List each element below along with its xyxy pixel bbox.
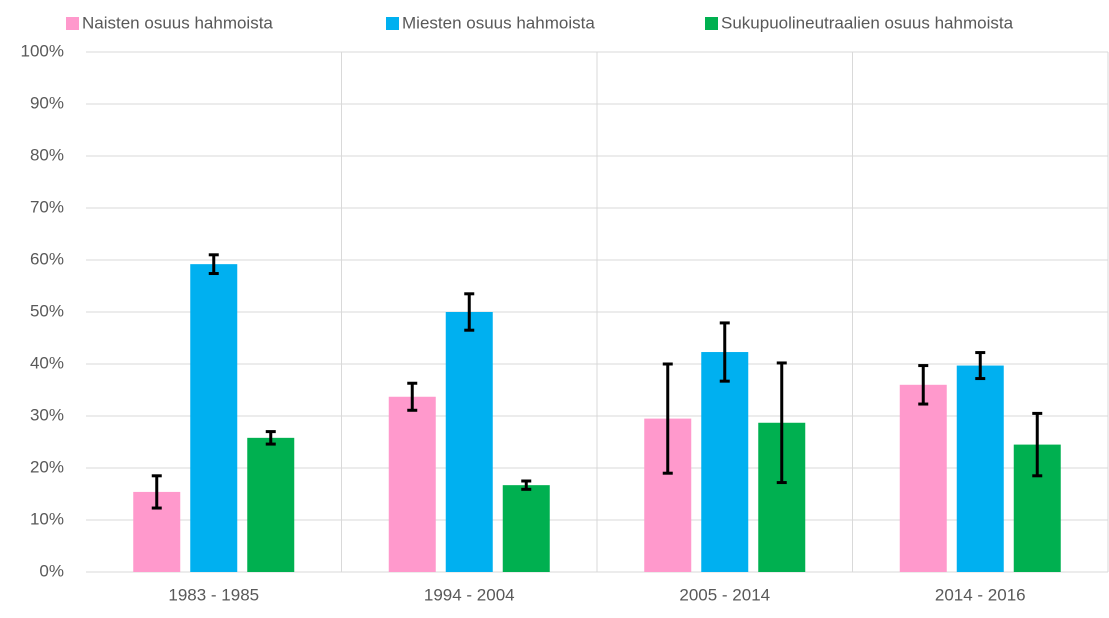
- bar: [247, 437, 295, 572]
- x-tick-label: 2005 - 2014: [679, 585, 770, 604]
- y-tick-label: 70%: [30, 197, 64, 216]
- y-tick-label: 10%: [30, 509, 64, 528]
- x-tick-label: 1994 - 2004: [424, 585, 515, 604]
- error-bar: [776, 361, 787, 485]
- y-tick-label: 80%: [30, 145, 64, 164]
- legend-swatch: [66, 17, 79, 30]
- y-tick-label: 0%: [39, 561, 64, 580]
- y-tick-label: 100%: [21, 41, 64, 60]
- error-bar: [208, 253, 219, 276]
- bar: [190, 264, 238, 572]
- legend-swatch: [386, 17, 399, 30]
- bar: [956, 365, 1004, 572]
- y-tick-label: 30%: [30, 405, 64, 424]
- error-bar: [662, 362, 673, 475]
- legend-label: Naisten osuus hahmoista: [82, 13, 273, 32]
- y-tick-label: 20%: [30, 457, 64, 476]
- legend-label: Miesten osuus hahmoista: [402, 13, 595, 32]
- error-bar: [719, 321, 730, 383]
- error-bar: [918, 364, 929, 406]
- error-bar: [521, 479, 532, 491]
- x-tick-label: 2014 - 2016: [935, 585, 1026, 604]
- bar: [502, 485, 550, 572]
- y-tick-label: 40%: [30, 353, 64, 372]
- error-bar: [975, 351, 986, 381]
- error-bar: [151, 474, 162, 510]
- bar: [388, 396, 436, 572]
- legend-swatch: [705, 17, 718, 30]
- error-bar: [407, 381, 418, 412]
- bar: [445, 312, 493, 572]
- error-bar: [464, 292, 475, 332]
- y-tick-label: 50%: [30, 301, 64, 320]
- legend-label: Sukupuolineutraalien osuus hahmoista: [721, 13, 1014, 32]
- y-tick-label: 60%: [30, 249, 64, 268]
- bar: [899, 384, 947, 572]
- bar: [701, 352, 749, 572]
- x-tick-label: 1983 - 1985: [168, 585, 259, 604]
- error-bar: [265, 430, 276, 446]
- error-bar: [1032, 411, 1043, 478]
- y-tick-label: 90%: [30, 93, 64, 112]
